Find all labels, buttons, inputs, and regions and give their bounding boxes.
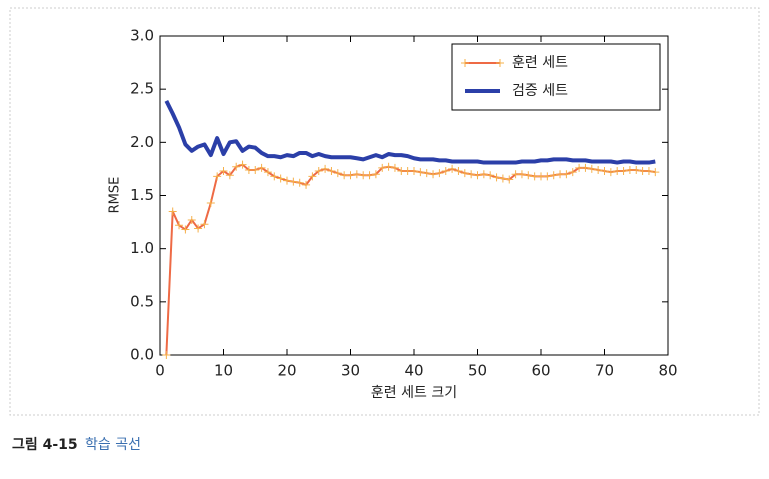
marker	[257, 163, 266, 172]
marker	[308, 172, 317, 181]
marker	[498, 174, 507, 183]
x-axis-label: 훈련 세트 크기	[371, 385, 457, 401]
marker	[448, 164, 457, 173]
marker	[162, 351, 171, 359]
marker	[302, 180, 311, 189]
marker	[492, 173, 501, 182]
marker	[562, 170, 571, 179]
y-tick-label: 1.0	[130, 239, 154, 257]
marker	[295, 178, 304, 187]
marker	[346, 171, 355, 180]
x-tick-label: 20	[277, 362, 296, 380]
x-tick-label: 0	[155, 362, 165, 380]
y-tick-label: 0.5	[130, 292, 154, 310]
marker	[410, 167, 418, 176]
marker	[441, 167, 450, 176]
marker	[213, 172, 222, 181]
marker	[175, 221, 184, 230]
legend-label: 훈련 세트	[512, 55, 568, 71]
marker	[644, 167, 653, 176]
x-tick-label: 70	[595, 362, 614, 380]
marker	[651, 168, 660, 177]
y-axis-label: RMSE	[108, 177, 123, 214]
marker	[333, 169, 342, 178]
marker	[600, 167, 609, 176]
marker	[321, 164, 330, 173]
legend-label: 검증 세트	[512, 83, 568, 99]
marker	[384, 162, 393, 171]
marker	[467, 170, 476, 179]
marker	[473, 171, 482, 180]
marker	[371, 170, 380, 179]
marker	[454, 167, 463, 176]
x-tick-label: 80	[658, 362, 677, 380]
marker	[263, 168, 272, 177]
y-tick-label: 2.5	[130, 80, 154, 98]
marker	[352, 170, 361, 179]
x-tick-label: 10	[214, 362, 233, 380]
marker	[289, 177, 298, 186]
marker	[168, 207, 177, 216]
marker	[581, 163, 590, 172]
marker	[505, 175, 514, 184]
caption-label: 그림 4-15	[12, 437, 78, 453]
marker	[568, 168, 577, 177]
y-tick-label: 3.0	[130, 27, 154, 45]
y-tick-label: 2.0	[130, 133, 154, 151]
marker	[314, 167, 323, 176]
marker	[594, 165, 603, 174]
marker	[479, 170, 488, 179]
marker	[619, 167, 628, 176]
legend-marker	[461, 59, 504, 67]
x-tick-label: 60	[531, 362, 550, 380]
caption-title: 학습 곡선	[85, 437, 141, 453]
marker	[200, 220, 209, 229]
x-tick-label: 50	[468, 362, 487, 380]
marker	[327, 167, 336, 176]
series-line	[164, 99, 656, 165]
marker	[587, 164, 596, 173]
marker	[606, 168, 615, 177]
figure-frame	[9, 7, 760, 416]
marker	[283, 176, 291, 185]
marker	[460, 169, 469, 178]
y-tick-label: 1.5	[130, 186, 154, 204]
x-tick-label: 30	[341, 362, 360, 380]
marker	[422, 169, 431, 178]
legend-box	[451, 43, 661, 111]
marker	[390, 163, 399, 172]
marker	[416, 168, 425, 177]
marker	[486, 171, 495, 180]
marker	[270, 172, 279, 181]
marker	[524, 171, 533, 180]
marker	[181, 225, 190, 234]
marker	[365, 171, 374, 180]
marker	[435, 169, 444, 178]
marker	[232, 162, 241, 171]
marker	[429, 170, 438, 179]
marker	[276, 174, 285, 183]
marker	[549, 171, 558, 180]
marker	[378, 163, 387, 172]
marker	[219, 167, 228, 176]
marker	[238, 160, 247, 169]
marker	[194, 224, 203, 233]
marker	[187, 215, 196, 224]
marker	[517, 170, 526, 179]
marker	[543, 172, 552, 181]
marker	[206, 198, 215, 207]
marker	[251, 165, 260, 174]
marker	[225, 171, 234, 180]
x-tick-label: 40	[404, 362, 423, 380]
marker	[632, 165, 641, 174]
y-tick-label: 0.0	[130, 346, 154, 364]
